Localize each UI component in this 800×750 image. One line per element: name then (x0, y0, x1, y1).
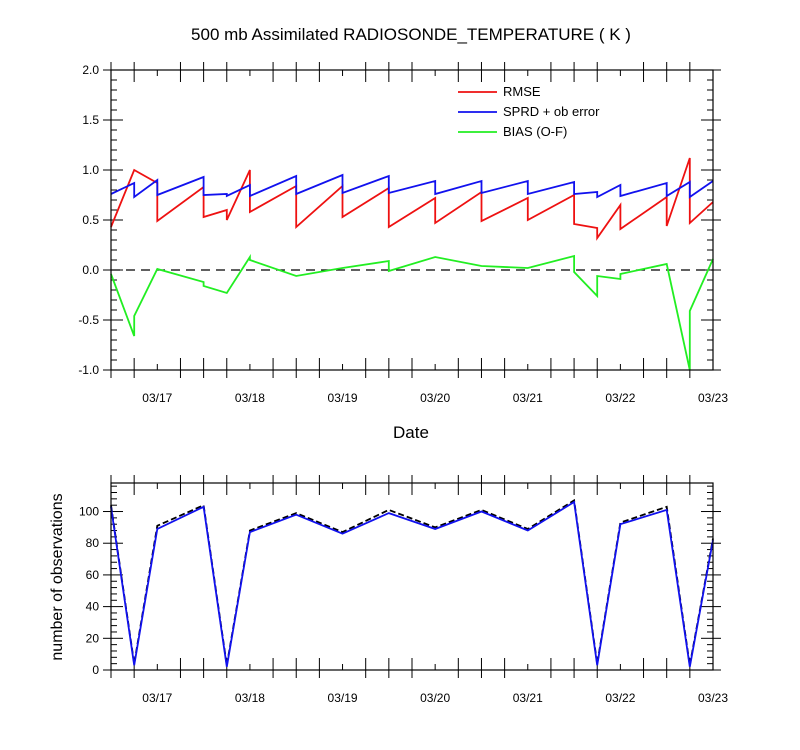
y-tick-label: 80 (86, 536, 100, 550)
legend-label: BIAS (O-F) (503, 124, 567, 139)
series-line-solid-1 (110, 500, 714, 667)
y-tick-label: 40 (86, 600, 100, 614)
x-tick-label: 03/18 (235, 691, 265, 705)
y-tick-label: 60 (86, 568, 100, 582)
bottom-chart-series (110, 498, 714, 667)
chart-title: 500 mb Assimilated RADIOSONDE_TEMPERATUR… (191, 25, 631, 44)
y-tick-label: 0.0 (82, 263, 99, 277)
y-tick-label: -0.5 (78, 313, 99, 327)
y-tick-label: 2.0 (82, 63, 99, 77)
x-axis-label: Date (393, 423, 429, 442)
y-tick-label: -1.0 (78, 363, 99, 377)
y-tick-label: 1.0 (82, 163, 99, 177)
bottom-plot-frame (110, 482, 714, 671)
y-tick-label: 20 (86, 631, 100, 645)
series-line-bias-o-f (110, 253, 714, 371)
top-x-tick-labels: 03/17 03/18 03/19 03/20 03/21 03/22 03/23 (142, 391, 728, 405)
top-plot-frame (110, 69, 714, 371)
x-tick-label: 03/19 (328, 691, 358, 705)
x-tick-label: 03/21 (513, 691, 543, 705)
bottom-chart: 03/17 03/18 03/19 03/20 03/21 03/22 03/23 0 20 4… (49, 475, 728, 705)
x-tick-label: 03/20 (420, 691, 450, 705)
series-line-rmse (110, 157, 714, 241)
top-y-tick-labels: 2.0 1.5 1.0 0.5 0.0 -0.5 -1.0 (78, 63, 99, 377)
y-axis-label: number of observations (49, 493, 66, 660)
series-line-sprd-ob-error (110, 173, 714, 199)
x-tick-label: 03/22 (605, 691, 635, 705)
legend: RMSE SPRD + ob error BIAS (O-F) (458, 84, 600, 139)
top-chart-series (110, 157, 714, 371)
x-tick-label: 03/20 (420, 391, 450, 405)
x-tick-label: 03/22 (605, 391, 635, 405)
y-tick-label: 100 (79, 505, 99, 519)
y-tick-label: 1.5 (82, 113, 99, 127)
series-line-dashed-0 (110, 498, 714, 666)
x-tick-label: 03/21 (513, 391, 543, 405)
x-tick-label: 03/23 (698, 691, 728, 705)
bottom-chart-ticks (103, 475, 721, 678)
legend-label: SPRD + ob error (503, 104, 600, 119)
y-tick-label: 0 (92, 663, 99, 677)
top-chart: 500 mb Assimilated RADIOSONDE_TEMPERATUR… (78, 25, 728, 442)
legend-label: RMSE (503, 84, 541, 99)
x-tick-label: 03/17 (142, 391, 172, 405)
x-tick-label: 03/19 (328, 391, 358, 405)
bottom-x-tick-labels: 03/17 03/18 03/19 03/20 03/21 03/22 03/23 (142, 691, 728, 705)
x-tick-label: 03/17 (142, 691, 172, 705)
y-tick-label: 0.5 (82, 213, 99, 227)
top-chart-ticks (103, 62, 721, 378)
bottom-y-tick-labels: 0 20 40 60 80 100 (79, 505, 99, 677)
x-tick-label: 03/18 (235, 391, 265, 405)
x-tick-label: 03/23 (698, 391, 728, 405)
